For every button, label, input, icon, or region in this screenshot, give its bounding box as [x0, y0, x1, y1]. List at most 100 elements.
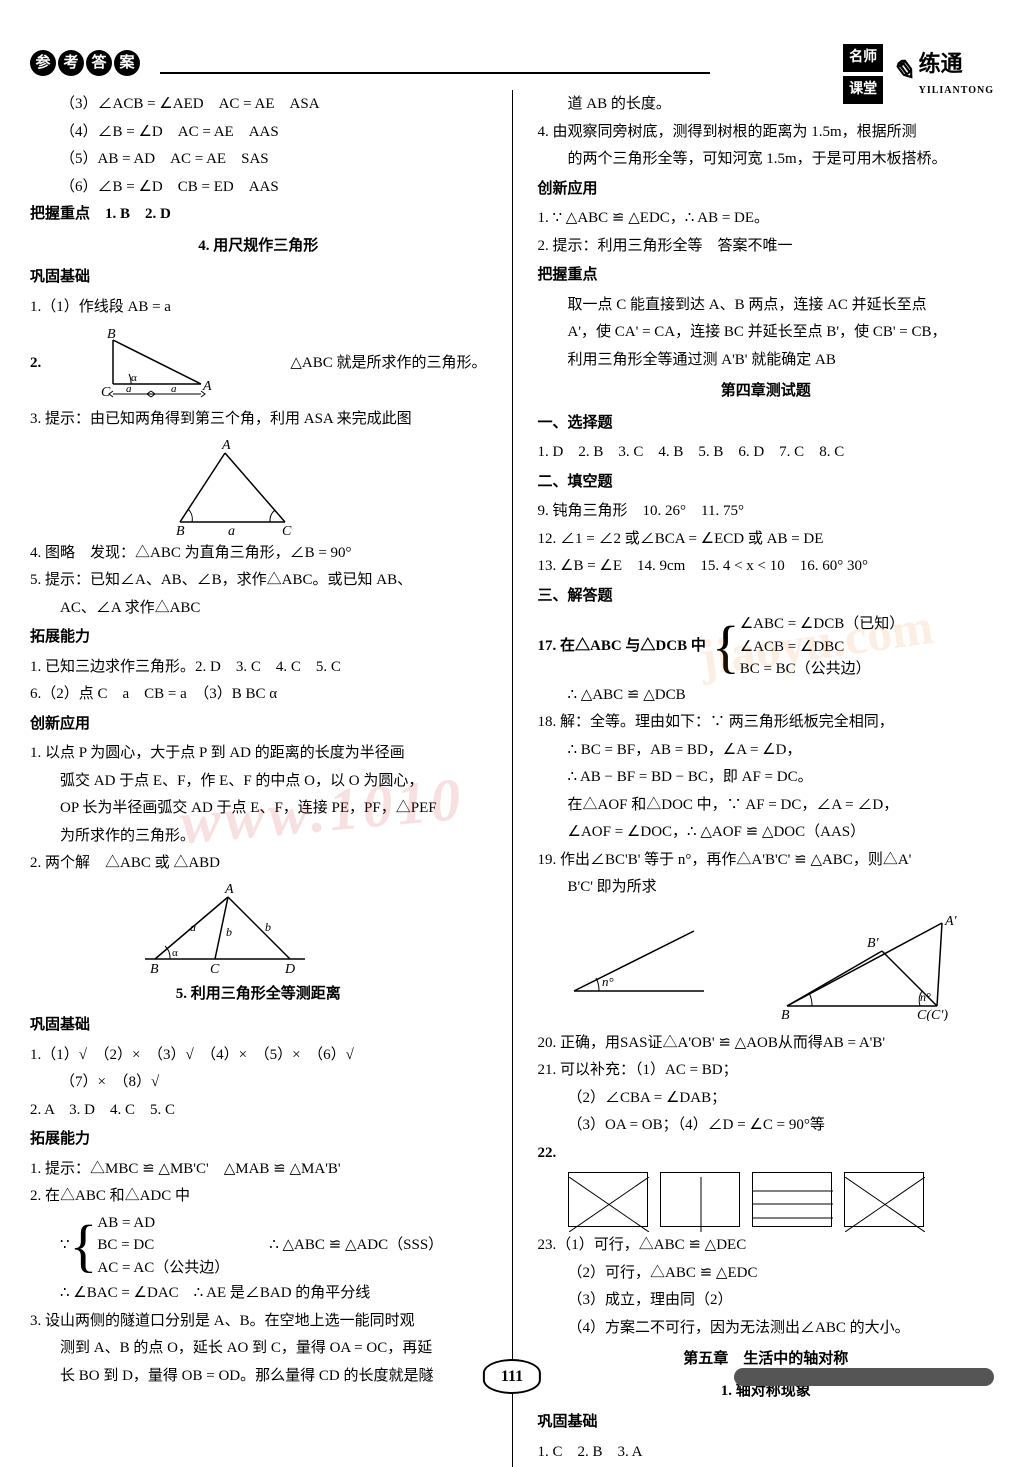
answer-line: 4. 图略 发现：△ABC 为直角三角形，∠B = 90°: [30, 541, 487, 567]
svg-text:C: C: [282, 524, 292, 537]
answer-line: 为所求作的三角形。: [30, 824, 487, 850]
equation-line: ∠ABC = ∠DCB（已知）: [740, 613, 905, 636]
brand-box: 课堂: [843, 76, 883, 104]
answer-line: （4）方案二不可行，因为无法测出∠ABC 的大小。: [538, 1316, 995, 1342]
answer-line: 21. 可以补充：（1）AC = BD；: [538, 1058, 995, 1084]
answer-key-title: 参 考 答 案: [30, 50, 142, 76]
svg-text:b: b: [226, 925, 232, 939]
sub-heading: 一、选择题: [538, 411, 995, 437]
sub-heading: 拓展能力: [30, 625, 487, 651]
triangle-diagram: B α A C a a: [101, 326, 231, 401]
answer-line: AC、∠A 求作△ABC: [30, 596, 487, 622]
svg-text:α: α: [131, 372, 137, 384]
answer-line: ∴ BC = BF，AB = BD，∠A = ∠D，: [538, 738, 995, 764]
answer-line: 1. ∵ △ABC ≌ △EDC，∴ AB = DE。: [538, 206, 995, 232]
conclusion: ∴ △ABC ≌ △ADC（SSS）: [269, 1233, 443, 1259]
section-title: 4. 用尺规作三角形: [30, 234, 487, 260]
svg-text:a: a: [126, 383, 132, 395]
svg-text:a: a: [190, 920, 196, 934]
answer-line: ∠AOF = ∠DOC，∴ △AOF ≌ △DOC（AAS）: [538, 820, 995, 846]
brand-box: 名师: [843, 44, 883, 72]
answer-line: （3）OA = OB；（4）∠D = ∠C = 90°等: [538, 1113, 995, 1139]
svg-text:B: B: [176, 524, 185, 537]
grasp-heading: 把握重点 1. B 2. D: [30, 202, 487, 228]
figure-box: [844, 1172, 924, 1227]
svg-text:n°: n°: [920, 990, 931, 1004]
answer-line: 2. A 3. D 4. C 5. C: [30, 1098, 487, 1124]
symmetry-figures: [568, 1172, 995, 1227]
svg-text:A: A: [221, 438, 231, 453]
answer-line: （4）∠B = ∠D AC = AE AAS: [30, 120, 487, 146]
answer-line: ∴ ∠BAC = ∠DAC ∴ AE 是∠BAD 的角平分线: [30, 1281, 487, 1307]
sub-heading: 三、解答题: [538, 584, 995, 610]
answer-line: OP 长为半径画弧交 AD 于点 E、F，连接 PE，PF，△PEF: [30, 796, 487, 822]
svg-text:C: C: [210, 962, 220, 976]
answer-line: （3）∠ACB = ∠AED AC = AE ASA: [30, 92, 487, 118]
answer-line: 测到 A、B 的点 O，延长 AO 到 C，量得 OA = OC，再延: [30, 1336, 487, 1362]
svg-text:C: C: [101, 385, 111, 400]
answer-line: 取一点 C 能直接到达 A、B 两点，连接 AC 并延长至点: [538, 293, 995, 319]
answer-line: （3）成立，理由同（2）: [538, 1288, 995, 1314]
sub-heading: 把握重点: [538, 263, 995, 289]
equation-line: BC = DC: [97, 1234, 229, 1257]
title-char: 答: [86, 50, 112, 76]
brand-subtitle: YILIANTONG: [919, 82, 994, 99]
svg-text:A: A: [224, 882, 234, 897]
answer-line: ∴ AB − BF = BD − BC，即 AF = DC。: [538, 765, 995, 791]
sub-heading: 巩固基础: [30, 1013, 487, 1039]
answer-line: 23.（1）可行，△ABC ≌ △DEC: [538, 1233, 995, 1259]
brace-icon: {: [712, 635, 740, 658]
svg-text:a: a: [171, 383, 177, 395]
chapter-test-title: 第四章测试题: [538, 379, 995, 405]
sub-heading: 创新应用: [30, 712, 487, 738]
answer-line: （7）× （8）√: [30, 1070, 487, 1096]
section-title: 5. 利用三角形全等测距离: [30, 982, 487, 1008]
right-column: 道 AB 的长度。 4. 由观察同旁树底，测得到树根的距离为 1.5m，根据所测…: [538, 90, 995, 1467]
figure-box: [752, 1172, 832, 1227]
answer-line: B'C' 即为所求: [538, 875, 995, 901]
angle-diagram: n°: [564, 911, 714, 1001]
svg-text:n°: n°: [602, 974, 614, 989]
svg-text:B: B: [107, 327, 116, 342]
answer-line: 1. C 2. B 3. A: [538, 1440, 995, 1466]
answer-line: 1.（1）√ （2）× （3）√ （4）× （5）× （6）√: [30, 1043, 487, 1069]
answer-line: 3. 设山两侧的隧道口分别是 A、B。在空地上选一能同时观: [30, 1309, 487, 1335]
answer-line: 6.（2）点 C a CB = a （3）B BC α: [30, 682, 487, 708]
answer-line: 2. 提示：利用三角形全等 答案不唯一: [538, 234, 995, 260]
answer-line: 利用三角形全等通过测 A'B' 就能确定 AB: [538, 348, 995, 374]
item-number: 22.: [538, 1141, 995, 1167]
answer-line: 1. D 2. B 3. C 4. B 5. B 6. D 7. C 8. C: [538, 440, 995, 466]
svg-text:B': B': [867, 936, 880, 951]
answer-line: 1. 提示：△MBC ≌ △MB'C' △MAB ≌ △MA'B': [30, 1157, 487, 1183]
answer-line: 2. 两个解 △ABC 或 △ABD: [30, 851, 487, 877]
sub-heading: 拓展能力: [30, 1127, 487, 1153]
page-header: 参 考 答 案 名师 课堂 ✎ 练通 YILIANTONG: [0, 0, 1024, 90]
svg-text:α: α: [172, 947, 178, 959]
triangle-diagram: A' B' n° B C(C'): [767, 911, 967, 1021]
answer-line: 长 BO 到 D，量得 OB = OD。那么量得 CD 的长度就是隧: [30, 1364, 487, 1390]
page-number: 111: [483, 1359, 541, 1394]
equation-line: AB = AD: [97, 1212, 229, 1235]
svg-text:C(C'): C(C'): [917, 1008, 948, 1021]
sub-heading: 巩固基础: [30, 265, 487, 291]
column-divider: [512, 90, 513, 1467]
title-char: 参: [30, 50, 56, 76]
answer-line: 4. 由观察同旁树底，测得到树根的距离为 1.5m，根据所测: [538, 120, 995, 146]
triangle-diagram: A α a b b B C D: [130, 881, 320, 976]
answer-line: A'，使 CA' = CA，连接 BC 并延长至点 B'，使 CB' = CB，: [538, 320, 995, 346]
svg-text:b: b: [265, 920, 271, 934]
answer-line: 5. 提示：已知∠A、AB、∠B，求作△ABC。或已知 AB、: [30, 568, 487, 594]
answer-line: 2. 在△ABC 和△ADC 中: [30, 1184, 487, 1210]
header-divider: [160, 72, 710, 74]
answer-line: 20. 正确，用SAS证△A'OB' ≌ △AOB从而得AB = A'B': [538, 1031, 995, 1057]
equation-line: BC = BC（公共边）: [740, 658, 905, 681]
figure-box: [660, 1172, 740, 1227]
title-char: 案: [114, 50, 140, 76]
sub-heading: 二、填空题: [538, 470, 995, 496]
answer-line: 的两个三角形全等，可知河宽 1.5m，于是可用木板搭桥。: [538, 147, 995, 173]
answer-line: 9. 钝角三角形 10. 26° 11. 75°: [538, 499, 995, 525]
footer-bar: [734, 1368, 994, 1386]
sub-heading: 创新应用: [538, 177, 995, 203]
item-number: 2.: [30, 351, 41, 377]
brace-icon: {: [70, 1234, 98, 1257]
